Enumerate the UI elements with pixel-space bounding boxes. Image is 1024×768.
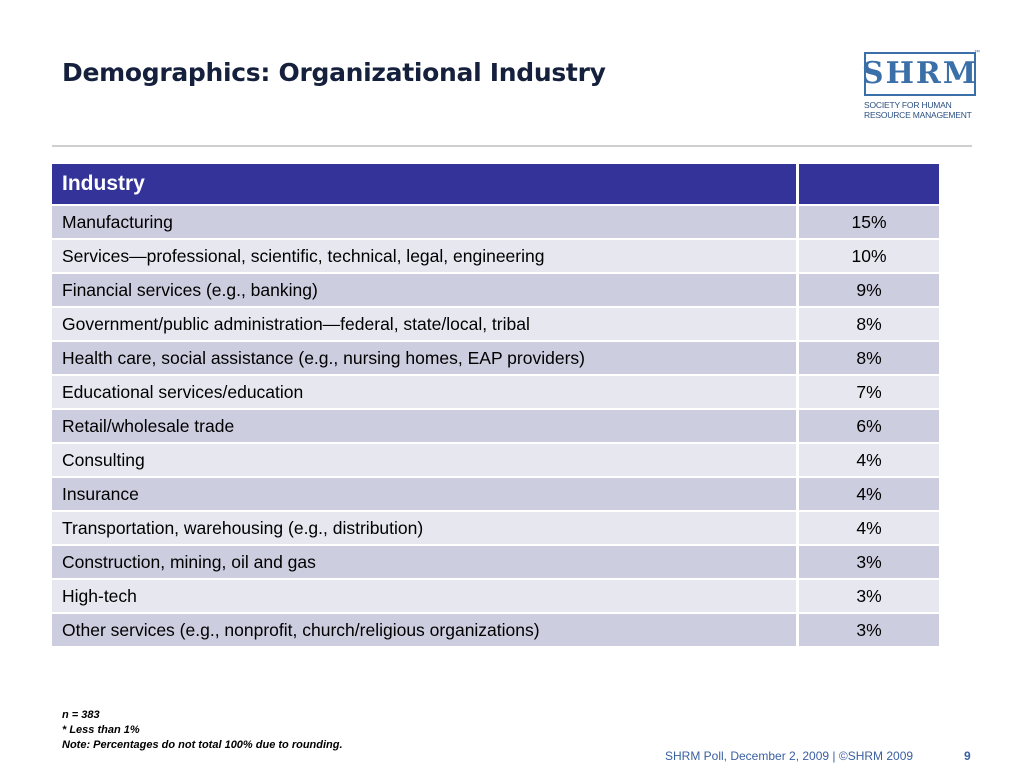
header-industry: Industry	[52, 164, 796, 204]
industry-cell: High-tech	[52, 580, 796, 612]
logo-subtitle-line1: Society for Human	[864, 100, 952, 110]
industry-cell: Health care, social assistance (e.g., nu…	[52, 342, 796, 374]
less-than-note: * Less than 1%	[62, 724, 140, 736]
header-percent	[796, 164, 939, 204]
table-row: Government/public administration—federal…	[52, 308, 939, 340]
title-divider	[52, 145, 972, 147]
percent-cell: 10%	[796, 240, 939, 272]
table-header-row: Industry	[52, 164, 939, 204]
footnotes: n = 383 * Less than 1% Note: Percentages…	[62, 708, 343, 753]
table-row: Health care, social assistance (e.g., nu…	[52, 342, 939, 374]
percent-cell: 3%	[796, 546, 939, 578]
table-row: Consulting 4%	[52, 444, 939, 476]
table-row: Educational services/education 7%	[52, 376, 939, 408]
percent-cell: 6%	[796, 410, 939, 442]
slide-title: Demographics: Organizational Industry	[62, 58, 606, 87]
table-row: Financial services (e.g., banking) 9%	[52, 274, 939, 306]
percent-cell: 8%	[796, 342, 939, 374]
percent-cell: 3%	[796, 614, 939, 646]
logo-trademark: ™	[974, 50, 980, 56]
industry-cell: Other services (e.g., nonprofit, church/…	[52, 614, 796, 646]
industry-cell: Construction, mining, oil and gas	[52, 546, 796, 578]
industry-cell: Retail/wholesale trade	[52, 410, 796, 442]
percent-cell: 4%	[796, 444, 939, 476]
industry-cell: Services—professional, scientific, techn…	[52, 240, 796, 272]
table-row: Transportation, warehousing (e.g., distr…	[52, 512, 939, 544]
table-row: Construction, mining, oil and gas 3%	[52, 546, 939, 578]
table-row: Services—professional, scientific, techn…	[52, 240, 939, 272]
industry-cell: Manufacturing	[52, 206, 796, 238]
industry-cell: Government/public administration—federal…	[52, 308, 796, 340]
logo-letters: SHRM	[861, 56, 979, 91]
rounding-note: Note: Percentages do not total 100% due …	[62, 739, 343, 751]
industry-cell: Educational services/education	[52, 376, 796, 408]
footer-source: SHRM Poll, December 2, 2009 | ©SHRM 2009	[665, 749, 914, 763]
percent-cell: 4%	[796, 478, 939, 510]
industry-cell: Financial services (e.g., banking)	[52, 274, 796, 306]
percent-cell: 7%	[796, 376, 939, 408]
table-row: High-tech 3%	[52, 580, 939, 612]
shrm-logo: SHRM ™ Society for Human Resource Manage…	[862, 50, 980, 124]
percent-cell: 4%	[796, 512, 939, 544]
logo-subtitle: Society for Human Resource Management	[864, 100, 980, 120]
table-row: Insurance 4%	[52, 478, 939, 510]
percent-cell: 8%	[796, 308, 939, 340]
logo-box: SHRM	[861, 52, 979, 96]
logo-subtitle-line2: Resource Management	[864, 110, 972, 120]
percent-cell: 3%	[796, 580, 939, 612]
industry-cell: Consulting	[52, 444, 796, 476]
page-number: 9	[964, 749, 971, 763]
sample-size-note: n = 383	[62, 709, 100, 721]
percent-cell: 9%	[796, 274, 939, 306]
table-row: Other services (e.g., nonprofit, church/…	[52, 614, 939, 646]
table-row: Manufacturing 15%	[52, 206, 939, 238]
industry-cell: Transportation, warehousing (e.g., distr…	[52, 512, 796, 544]
industry-table: Industry Manufacturing 15% Services—profes…	[52, 162, 939, 648]
percent-cell: 15%	[796, 206, 939, 238]
table-body: Manufacturing 15% Services—professional, s…	[52, 206, 939, 646]
industry-cell: Insurance	[52, 478, 796, 510]
table-row: Retail/wholesale trade 6%	[52, 410, 939, 442]
